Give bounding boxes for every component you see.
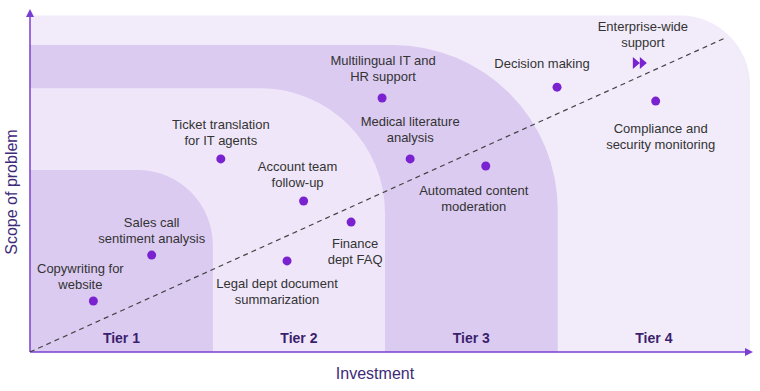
point-label: Ticket translationfor IT agents	[172, 117, 270, 148]
point-label: Copywriting forwebsite	[37, 261, 124, 292]
point-label: Sales callsentiment analysis	[98, 215, 205, 246]
chart: Tier 1 Tier 2 Tier 3 Tier 4 Investment Scope …	[0, 0, 760, 391]
marks	[30, 37, 727, 352]
point	[481, 162, 490, 171]
point-label: Enterprise-widesupport	[598, 19, 688, 50]
tier-region	[30, 88, 385, 352]
tier-label: Tier 1	[103, 330, 140, 346]
x-axis	[30, 351, 750, 353]
tier-label: Tier 3	[453, 330, 490, 346]
point-icon	[633, 57, 647, 69]
trend-line	[30, 37, 727, 352]
y-axis-label: Scope of problem	[3, 129, 20, 254]
point-label: Compliance andsecurity monitoring	[606, 121, 715, 152]
y-axis	[29, 12, 31, 352]
point	[378, 94, 387, 103]
point-label: Medical literatureanalysis	[361, 114, 460, 145]
point-label: Decision making	[494, 56, 589, 71]
point	[147, 251, 156, 260]
point-label: Financedept FAQ	[328, 236, 383, 267]
tier-region	[30, 45, 558, 352]
point-label: Automated contentmoderation	[419, 183, 529, 214]
point	[651, 97, 660, 106]
point-label: Legal dept documentsummarization	[216, 276, 338, 307]
tier-label: Tier 2	[280, 330, 317, 346]
y-axis-arrow	[26, 9, 34, 17]
point-label: Multilingual IT andHR support	[330, 53, 435, 84]
point	[347, 218, 356, 227]
labels: Copywriting forwebsite Sales callsentimen…	[37, 19, 715, 307]
point	[553, 83, 562, 92]
point	[406, 154, 415, 163]
point	[283, 256, 292, 265]
tier-label: Tier 4	[635, 330, 672, 346]
tier-region	[30, 15, 750, 352]
x-axis-arrow	[745, 348, 753, 356]
point-label: Account teamfollow-up	[258, 159, 338, 190]
point	[299, 197, 308, 206]
point	[89, 297, 98, 306]
tiers	[30, 15, 750, 352]
tier-region	[30, 170, 213, 352]
point	[216, 154, 225, 163]
x-axis-label: Investment	[336, 365, 415, 382]
